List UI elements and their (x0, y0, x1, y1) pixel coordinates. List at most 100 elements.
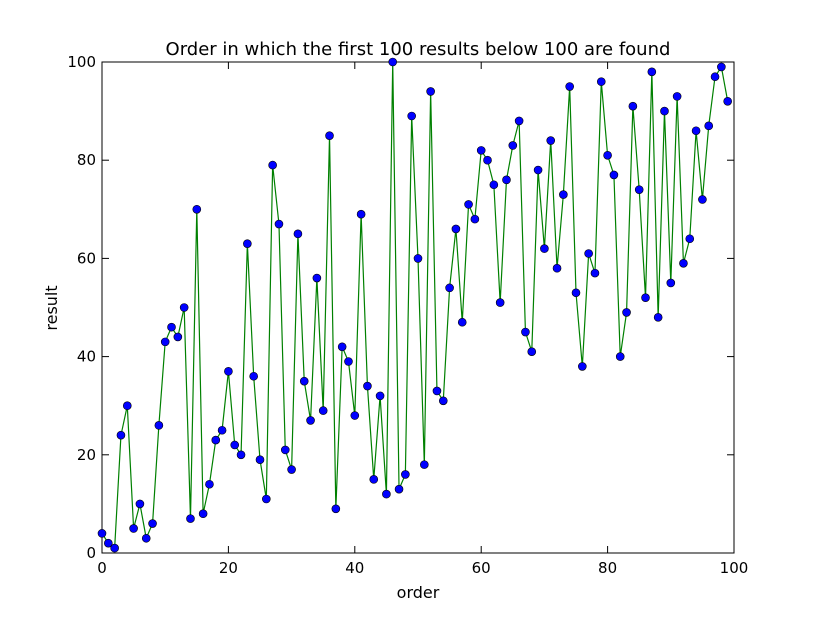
data-point (533, 165, 543, 175)
data-point (476, 146, 486, 155)
data-point (420, 460, 429, 469)
data-point (540, 244, 549, 253)
data-point (407, 111, 416, 121)
x-axis-label: order (397, 583, 440, 602)
data-point (546, 136, 556, 145)
data-point (337, 342, 347, 352)
x-tick-label: 100 (720, 559, 749, 577)
data-point (489, 180, 499, 190)
data-point (641, 293, 650, 302)
data-point (179, 303, 189, 312)
data-point (135, 499, 145, 509)
data-point (141, 533, 151, 543)
y-tick-label: 60 (77, 249, 96, 267)
data-point (666, 278, 676, 288)
data-point (502, 175, 511, 185)
data-point (148, 519, 157, 528)
y-tick-label: 40 (77, 348, 96, 366)
series-line (101, 61, 729, 550)
y-tick-label: 80 (77, 151, 96, 169)
data-point (660, 106, 669, 116)
data-point (363, 381, 372, 391)
data-point (628, 101, 638, 111)
data-point (723, 96, 732, 106)
data-point (691, 126, 701, 136)
plot-area (101, 61, 735, 554)
data-point (262, 494, 271, 504)
data-point (495, 298, 505, 307)
data-point (211, 435, 221, 445)
data-series (97, 57, 732, 553)
data-point (369, 475, 379, 484)
data-point (698, 195, 707, 204)
data-point (167, 322, 176, 332)
data-point (280, 445, 290, 455)
data-point (609, 170, 619, 180)
data-point (552, 263, 562, 273)
data-point (243, 239, 252, 248)
data-point (438, 396, 448, 406)
data-point (356, 209, 366, 219)
x-tick-label: 40 (345, 559, 364, 577)
data-point (622, 308, 631, 317)
data-point (350, 411, 360, 420)
data-point (432, 386, 442, 396)
data-point (299, 376, 309, 386)
data-point (224, 367, 233, 376)
x-tick-label: 60 (472, 559, 491, 577)
data-point (268, 160, 277, 170)
data-point (217, 425, 227, 435)
data-point (590, 268, 600, 278)
x-tick-label: 0 (97, 559, 107, 577)
data-point (173, 332, 183, 342)
data-point (426, 87, 435, 96)
data-point (401, 470, 410, 479)
data-point (685, 234, 695, 244)
data-point (306, 416, 315, 425)
data-point (287, 465, 296, 474)
data-point (236, 450, 246, 460)
data-point (394, 484, 404, 494)
data-point (451, 224, 461, 234)
data-point (710, 72, 720, 82)
data-point (559, 190, 568, 199)
y-tick-label: 0 (86, 544, 96, 562)
data-point (717, 62, 726, 72)
data-point (198, 509, 208, 519)
data-point (230, 440, 240, 450)
data-point (527, 347, 537, 356)
data-point (154, 421, 164, 430)
data-point (653, 313, 663, 322)
data-point (578, 362, 587, 371)
data-point (508, 141, 518, 150)
data-point (160, 337, 170, 347)
data-point (565, 82, 574, 91)
data-point (615, 352, 625, 361)
data-point (129, 524, 138, 533)
data-point (388, 57, 398, 67)
data-point (483, 155, 492, 165)
y-axis-label: result (42, 285, 61, 330)
data-point (186, 514, 195, 523)
data-point (116, 430, 126, 440)
data-point (679, 259, 688, 268)
data-point (344, 357, 353, 366)
data-point (470, 214, 480, 224)
data-point (293, 229, 303, 239)
x-tick-label: 80 (598, 559, 617, 577)
data-point (584, 249, 593, 258)
data-point (647, 67, 657, 77)
data-point (382, 489, 391, 499)
data-point (274, 219, 284, 229)
y-tick-label: 20 (77, 446, 96, 464)
data-point (457, 317, 467, 327)
axis-ticks: 0 20 40 60 80 100 0 20 40 60 80 100 (67, 53, 748, 577)
data-point (249, 371, 258, 381)
x-tick-label: 20 (219, 559, 238, 577)
data-point (704, 121, 714, 131)
plot-frame (101, 61, 735, 554)
data-point (672, 92, 682, 101)
data-point (205, 479, 214, 489)
